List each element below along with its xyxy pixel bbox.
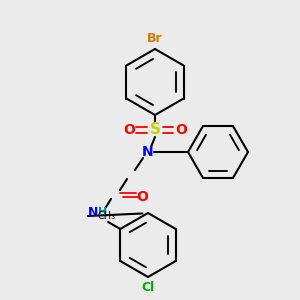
Text: H: H bbox=[98, 207, 107, 217]
Text: O: O bbox=[123, 123, 135, 137]
Text: N: N bbox=[88, 206, 98, 218]
Text: O: O bbox=[136, 190, 148, 204]
Text: O: O bbox=[175, 123, 187, 137]
Text: Cl: Cl bbox=[141, 281, 154, 294]
Text: Br: Br bbox=[147, 32, 163, 45]
Text: S: S bbox=[149, 122, 161, 137]
Text: N: N bbox=[142, 145, 154, 159]
Text: CH₃: CH₃ bbox=[97, 211, 115, 221]
